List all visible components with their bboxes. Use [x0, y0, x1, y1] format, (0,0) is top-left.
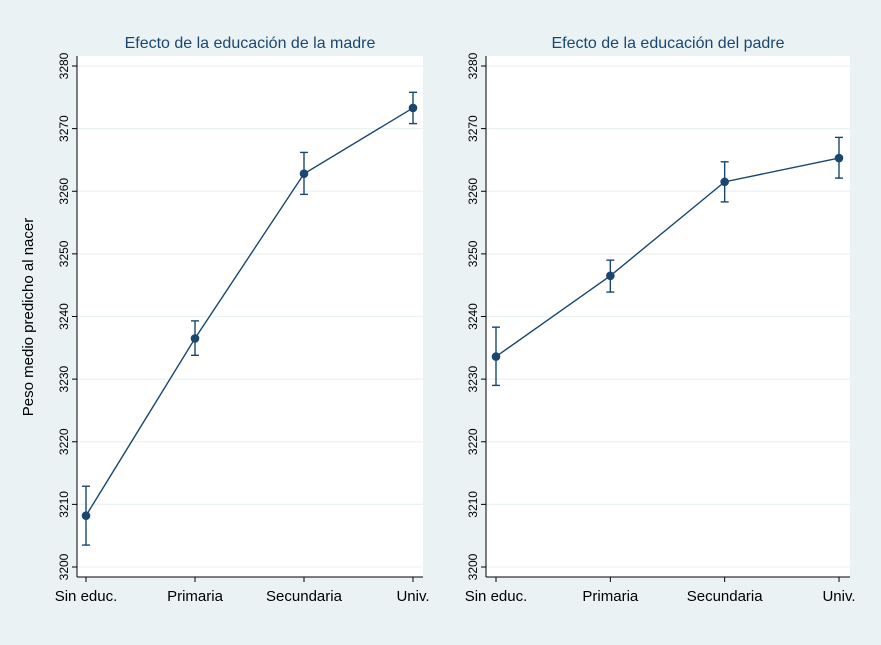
y-tick-label: 3230 — [466, 365, 480, 392]
y-tick-label: 3280 — [466, 52, 480, 79]
y-tick-label: 3250 — [57, 240, 71, 267]
y-tick-label: 3230 — [57, 365, 71, 392]
data-point — [606, 271, 615, 281]
y-tick-label: 3220 — [466, 428, 480, 455]
series-line — [495, 157, 840, 358]
y-axis-label: Peso medio predicho al nacer — [20, 218, 37, 416]
x-tick-label: Primaria — [582, 588, 638, 605]
data-point — [720, 177, 729, 187]
x-tick-label: Univ. — [822, 588, 855, 605]
x-tick-label: Sin educ. — [465, 588, 528, 605]
data-point — [81, 511, 91, 520]
y-tick-label: 3240 — [466, 303, 480, 330]
y-tick-label: 3200 — [466, 553, 480, 580]
data-point — [299, 169, 309, 179]
y-tick-label: 3260 — [57, 178, 71, 205]
y-tick-label: 3280 — [57, 52, 71, 79]
panel-title: Efecto de la educación del padre — [551, 35, 784, 52]
y-tick-label: 3200 — [57, 553, 71, 580]
y-tick-label: 3240 — [57, 303, 71, 330]
y-tick-label: 3270 — [57, 115, 71, 142]
y-tick-label: 3260 — [466, 178, 480, 205]
x-tick-label: Sin educ. — [55, 588, 118, 605]
data-point — [491, 352, 501, 361]
x-tick-label: Primaria — [167, 588, 223, 605]
series-line — [85, 107, 414, 517]
panel-title: Efecto de la educación de la madre — [125, 35, 376, 52]
chart-panel-1: 3200 3210 3220 3230 3240 3250 3260 3270 3280 Sin … — [55, 35, 430, 605]
y-tick-label: 3220 — [57, 428, 71, 455]
x-tick-label: Univ. — [396, 588, 429, 605]
y-tick-label: 3210 — [466, 491, 480, 518]
x-tick-label: Secundaria — [687, 588, 764, 605]
y-tick-label: 3270 — [466, 115, 480, 142]
y-tick-label: 3210 — [57, 491, 71, 518]
data-point — [408, 103, 418, 113]
y-tick-label: 3250 — [466, 240, 480, 267]
data-point — [190, 334, 200, 343]
x-tick-label: Secundaria — [266, 588, 343, 605]
data-point — [834, 153, 844, 163]
chart-panel-2: 3200 3210 3220 3230 3240 3250 3260 3270 3280 Sin … — [465, 35, 856, 605]
